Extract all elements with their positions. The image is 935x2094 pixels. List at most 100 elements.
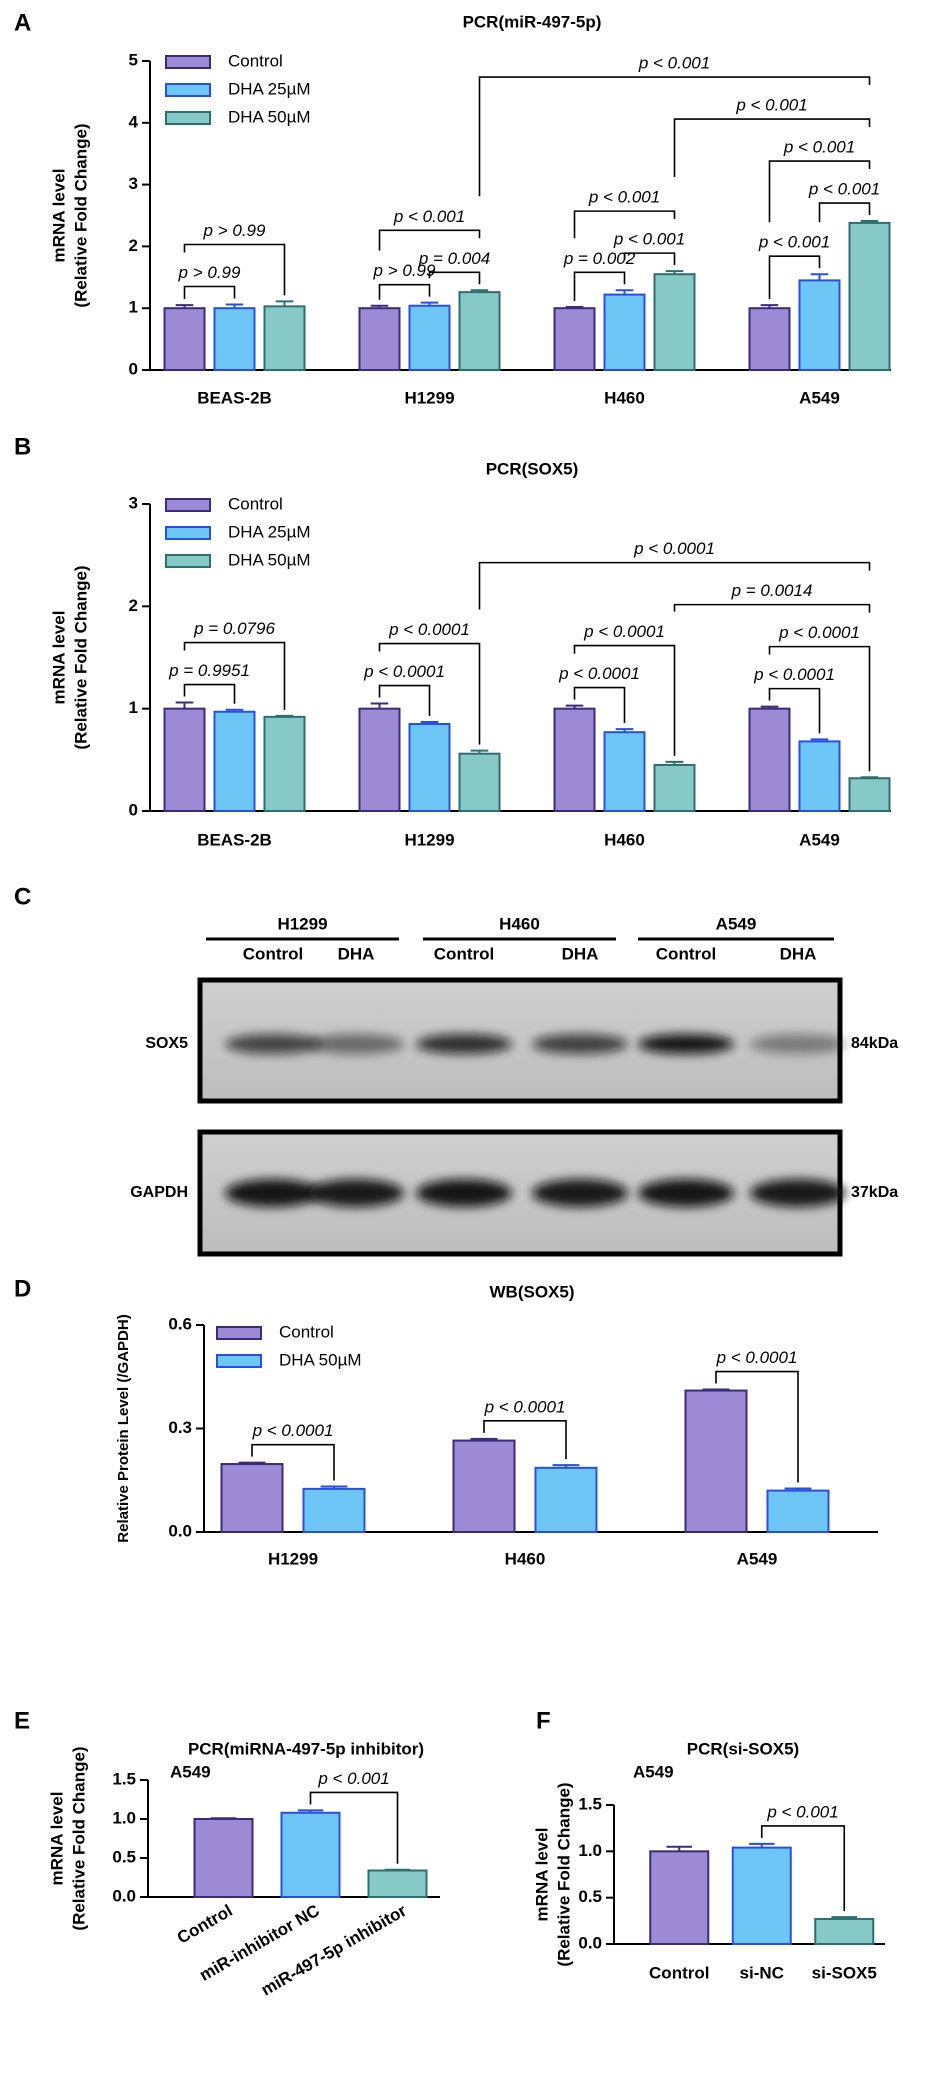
significance-bracket — [715, 1370, 799, 1483]
x-tick-label: Control — [174, 1901, 236, 1948]
significance-bracket — [309, 1791, 399, 1864]
bar — [748, 307, 791, 372]
error-bar — [275, 300, 294, 307]
error-bar — [470, 289, 489, 293]
significance-bracket — [673, 118, 871, 178]
y-tick-label: 1 — [129, 298, 138, 317]
bar — [798, 279, 841, 372]
error-bar — [615, 728, 634, 733]
legend-label: Control — [279, 1322, 334, 1341]
size-label: 37kDa — [851, 1184, 898, 1201]
chart-subtitle: A549 — [633, 1762, 674, 1781]
group-label: H1299 — [277, 914, 327, 933]
y-axis-label: (Relative Fold Change) — [71, 123, 90, 307]
bar — [280, 1811, 341, 1899]
group-label: H460 — [499, 914, 540, 933]
y-axis-label: (Relative Fold Change) — [69, 1746, 88, 1930]
error-bar — [370, 304, 389, 309]
p-value-label: p > 0.99 — [203, 221, 266, 240]
bar — [163, 707, 206, 813]
lane-label: DHA — [562, 944, 599, 963]
significance-bracket — [378, 684, 431, 716]
bar — [553, 707, 596, 813]
legend-swatch — [216, 1326, 262, 1340]
y-tick-label: 0.3 — [168, 1418, 192, 1437]
legend-label: DHA 50µM — [228, 107, 311, 126]
bar — [848, 777, 891, 813]
x-tick-label: BEAS-2B — [197, 388, 272, 407]
bar — [220, 1463, 284, 1534]
blot-band — [638, 1179, 734, 1207]
bar — [731, 1846, 792, 1946]
blot-band — [638, 1034, 734, 1054]
significance-bracket — [378, 229, 481, 251]
blot-band — [225, 1179, 321, 1207]
y-axis-label: mRNA level — [532, 1828, 551, 1922]
y-tick-label: 1.5 — [112, 1769, 136, 1788]
bar — [263, 305, 306, 372]
y-tick-label: 0.5 — [112, 1847, 136, 1866]
x-tick-label: A549 — [799, 388, 840, 407]
error-bar — [860, 776, 879, 779]
error-bar — [831, 1916, 858, 1919]
chart-title: WB(SOX5) — [490, 1282, 575, 1301]
legend-swatch — [165, 55, 211, 69]
error-bar — [420, 301, 439, 306]
lane-label: Control — [434, 944, 494, 963]
x-tick-label: si-SOX5 — [812, 1963, 877, 1982]
y-tick-label: 2 — [129, 236, 138, 255]
blot-band — [308, 1034, 404, 1054]
p-value-label: p < 0.001 — [808, 180, 880, 199]
p-value-label: p < 0.001 — [638, 54, 710, 73]
chart-title: PCR(SOX5) — [486, 459, 579, 478]
size-label: 84kDa — [851, 1035, 898, 1052]
bar — [452, 1439, 516, 1533]
chart-subtitle: A549 — [170, 1762, 211, 1781]
bar — [653, 763, 696, 813]
bar — [684, 1389, 748, 1534]
p-value-label: p < 0.0001 — [484, 1397, 566, 1416]
p-value-label: p < 0.001 — [588, 188, 660, 207]
x-tick-label: A549 — [799, 830, 840, 849]
error-bar — [760, 304, 779, 309]
bar — [534, 1466, 598, 1533]
significance-bracket — [378, 642, 481, 745]
legend-swatch — [165, 554, 211, 568]
significance-bracket — [183, 641, 286, 710]
blot-band — [750, 1179, 846, 1207]
error-bar — [238, 1461, 266, 1465]
significance-bracket — [378, 283, 431, 300]
y-axis-label: Relative Protein Level (/GAPDH) — [115, 1314, 132, 1542]
y-tick-label: 3 — [129, 174, 138, 193]
significance-bracket — [768, 160, 871, 223]
y-tick-label: 0.6 — [168, 1314, 192, 1333]
y-axis-label: mRNA level — [47, 1792, 66, 1886]
error-bar — [665, 760, 684, 765]
bar — [798, 740, 841, 812]
error-bar — [565, 305, 584, 309]
bar — [458, 752, 501, 813]
significance-bracket — [428, 271, 481, 285]
y-tick-label: 0.5 — [578, 1887, 602, 1906]
error-bar — [615, 289, 634, 295]
significance-bracket — [760, 1825, 846, 1912]
chart-title: PCR(miR-497-5p) — [463, 12, 602, 31]
error-bar — [666, 1845, 693, 1852]
bar — [213, 710, 256, 813]
bar — [367, 1869, 428, 1898]
legend-label: DHA 25µM — [228, 79, 311, 98]
y-tick-label: 0.0 — [168, 1521, 192, 1540]
bar — [603, 293, 646, 372]
panel-label: C — [14, 883, 31, 910]
y-tick-label: 0 — [129, 800, 138, 819]
panel-label: E — [14, 1707, 30, 1734]
y-tick-label: 2 — [129, 596, 138, 615]
bar — [649, 1850, 710, 1946]
row-label: GAPDH — [130, 1184, 188, 1201]
legend-swatch — [216, 1354, 262, 1368]
bar — [766, 1489, 830, 1533]
p-value-label: p < 0.001 — [766, 1802, 838, 1821]
error-bar — [175, 701, 194, 709]
legend-swatch — [165, 83, 211, 97]
legend-swatch — [165, 111, 211, 125]
